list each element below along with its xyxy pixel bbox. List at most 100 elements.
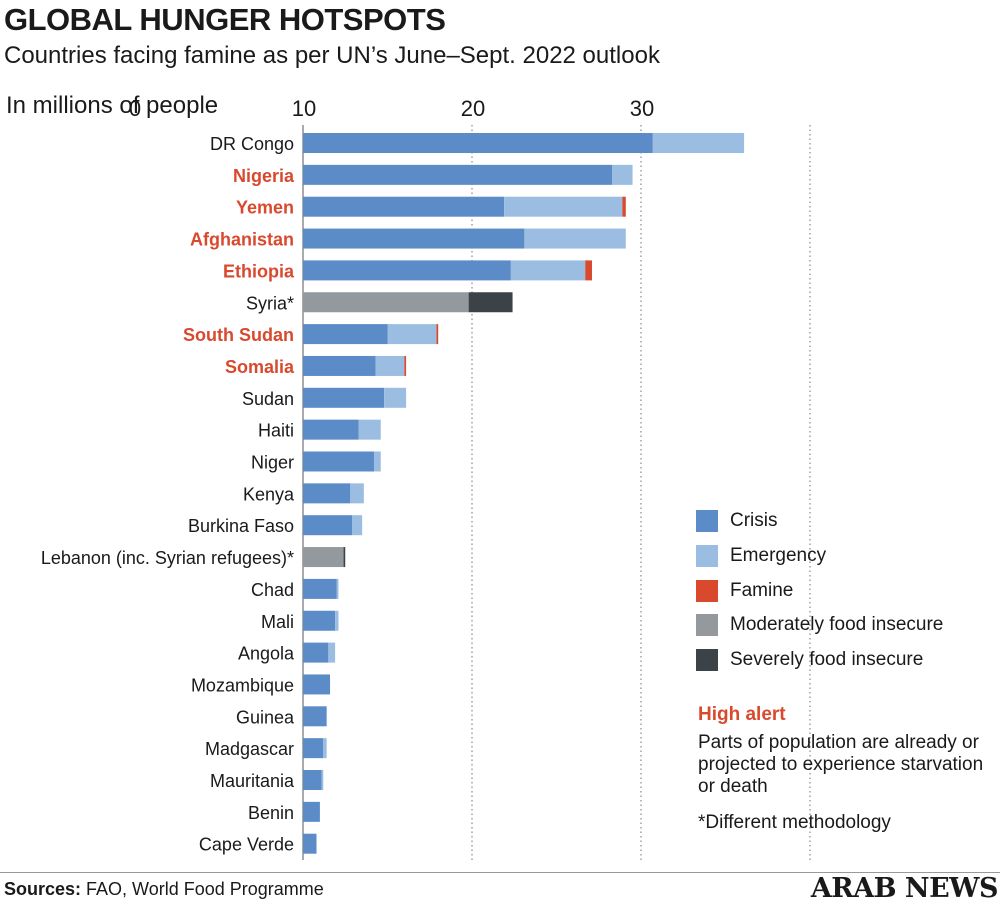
bar-4-emergency bbox=[510, 260, 586, 281]
unit-label: In millions of people bbox=[6, 92, 219, 119]
category-label-12: Burkina Faso bbox=[188, 516, 294, 536]
bar-7-emergency bbox=[375, 355, 405, 376]
footer-divider bbox=[0, 872, 1000, 873]
category-label-2: Yemen bbox=[236, 198, 294, 218]
bar-5-moderately-food-insecure bbox=[303, 292, 469, 313]
legend-item-crisis: Crisis bbox=[696, 504, 943, 539]
category-label-17: Mozambique bbox=[191, 675, 294, 695]
bar-15-emergency bbox=[335, 610, 339, 631]
category-label-16: Angola bbox=[238, 644, 295, 664]
bar-10-crisis bbox=[303, 451, 374, 472]
category-label-6: South Sudan bbox=[183, 325, 294, 345]
bar-1-crisis bbox=[303, 164, 613, 185]
bar-16-crisis bbox=[303, 642, 329, 663]
bar-13-severely-food-insecure bbox=[343, 547, 346, 568]
bar-1-emergency bbox=[612, 164, 633, 185]
bar-6-emergency bbox=[387, 324, 437, 345]
category-label-20: Mauritania bbox=[210, 771, 295, 791]
legend-swatch-crisis bbox=[696, 510, 718, 533]
sources-text: FAO, World Food Programme bbox=[86, 879, 324, 899]
legend-swatch-famine bbox=[696, 579, 718, 602]
bar-12-crisis bbox=[303, 515, 353, 536]
bar-7-crisis bbox=[303, 355, 376, 376]
category-label-22: Cape Verde bbox=[199, 835, 294, 855]
bar-20-crisis bbox=[303, 770, 322, 790]
bar-10-emergency bbox=[373, 451, 381, 472]
sources-line: Sources: FAO, World Food Programme bbox=[4, 879, 324, 900]
category-label-8: Sudan bbox=[242, 389, 294, 409]
bar-14-crisis bbox=[303, 578, 337, 599]
bar-8-crisis bbox=[303, 387, 385, 408]
x-tick-label-0: 0 bbox=[129, 96, 141, 121]
bar-11-emergency bbox=[350, 483, 364, 504]
bar-20-emergency bbox=[321, 770, 324, 790]
bar-0-crisis bbox=[303, 133, 653, 153]
brand-logo: ARAB NEWS bbox=[810, 873, 999, 904]
legend-item-emergency: Emergency bbox=[696, 539, 943, 574]
category-label-7: Somalia bbox=[225, 357, 295, 377]
bar-3-emergency bbox=[524, 228, 626, 249]
high-alert-title: High alert bbox=[698, 704, 786, 725]
high-alert-note: High alert Parts of population are alrea… bbox=[698, 704, 988, 834]
category-label-11: Kenya bbox=[243, 484, 295, 504]
legend-label-moderately-food-insecure: Moderately food insecure bbox=[730, 614, 944, 636]
bar-19-emergency bbox=[323, 738, 327, 759]
bar-5-severely-food-insecure bbox=[468, 292, 513, 313]
bar-7-famine bbox=[404, 355, 407, 376]
bar-18-crisis bbox=[303, 706, 327, 727]
bar-9-emergency bbox=[358, 419, 381, 440]
category-label-19: Madgascar bbox=[205, 739, 294, 759]
bar-6-crisis bbox=[303, 324, 388, 345]
legend-swatch-severely-food-insecure bbox=[696, 649, 718, 672]
category-label-13: Lebanon (inc. Syrian refugees)* bbox=[41, 548, 294, 568]
bar-9-crisis bbox=[303, 419, 359, 440]
bar-22-crisis bbox=[303, 833, 317, 854]
legend: Crisis Emergency Famine Moderately food … bbox=[696, 504, 943, 677]
sources-label: Sources: bbox=[4, 879, 82, 899]
legend-label-severely-food-insecure: Severely food insecure bbox=[730, 649, 924, 671]
category-label-0: DR Congo bbox=[210, 134, 294, 154]
bar-6-famine bbox=[436, 324, 439, 345]
legend-swatch-moderately-food-insecure bbox=[696, 614, 718, 637]
x-tick-label-10: 10 bbox=[292, 96, 316, 121]
bar-16-emergency bbox=[328, 642, 336, 663]
legend-label-crisis: Crisis bbox=[730, 510, 778, 532]
x-tick-label-30: 30 bbox=[630, 96, 654, 121]
legend-item-severely-food-insecure: Severely food insecure bbox=[696, 643, 943, 678]
bar-17-crisis bbox=[303, 674, 331, 695]
bar-chart: 0 10 20 30 DR Congo Nigeria Yemen Afghanistan Et… bbox=[41, 96, 811, 860]
category-label-5: Syria* bbox=[246, 293, 294, 313]
legend-label-emergency: Emergency bbox=[730, 545, 827, 567]
bar-2-crisis bbox=[303, 196, 505, 217]
category-label-9: Haiti bbox=[258, 421, 294, 441]
methodology-note: *Different methodology bbox=[698, 812, 891, 833]
bar-21-crisis bbox=[303, 801, 320, 822]
high-alert-text: Parts of population are already or proje… bbox=[698, 732, 984, 797]
x-tick-label-20: 20 bbox=[461, 96, 485, 121]
bar-13-moderately-food-insecure bbox=[303, 547, 344, 568]
category-label-4: Ethiopia bbox=[223, 261, 295, 281]
legend-swatch-emergency bbox=[696, 545, 718, 568]
bar-0-emergency bbox=[652, 133, 745, 153]
bar-3-crisis bbox=[303, 228, 525, 249]
category-label-10: Niger bbox=[251, 453, 294, 473]
chart-subtitle: Countries facing famine as per UN’s June… bbox=[4, 42, 660, 69]
category-label-14: Chad bbox=[251, 580, 294, 600]
category-label-1: Nigeria bbox=[233, 166, 295, 186]
bar-2-famine bbox=[622, 196, 626, 217]
bar-2-emergency bbox=[504, 196, 623, 217]
bar-4-famine bbox=[585, 260, 592, 281]
bar-11-crisis bbox=[303, 483, 351, 504]
category-label-15: Mali bbox=[261, 612, 294, 632]
bar-19-crisis bbox=[303, 738, 324, 759]
bar-15-crisis bbox=[303, 610, 336, 631]
bar-8-emergency bbox=[384, 387, 407, 408]
legend-item-famine: Famine bbox=[696, 573, 943, 608]
category-label-21: Benin bbox=[248, 803, 294, 823]
category-label-18: Guinea bbox=[236, 707, 295, 727]
bar-4-crisis bbox=[303, 260, 511, 281]
bar-14-emergency bbox=[336, 578, 339, 599]
legend-item-moderately-food-insecure: Moderately food insecure bbox=[696, 608, 943, 643]
chart-title: GLOBAL HUNGER HOTSPOTS bbox=[4, 2, 446, 37]
category-label-3: Afghanistan bbox=[190, 230, 294, 250]
